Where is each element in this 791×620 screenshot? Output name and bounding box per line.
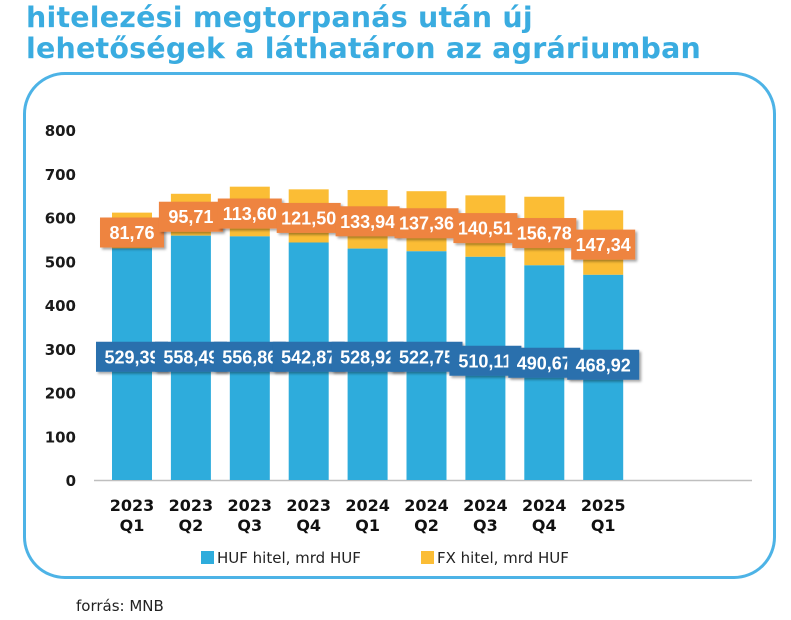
- fx-data-label-box: [571, 229, 636, 260]
- x-tick-label-year: 2024: [463, 496, 508, 515]
- x-tick-label-quarter: Q1: [355, 516, 380, 535]
- y-tick-label: 700: [45, 166, 76, 184]
- huf-data-label: 528,92: [340, 347, 395, 367]
- y-tick-label: 600: [45, 210, 76, 228]
- fx-data-label-box: [276, 202, 341, 233]
- fx-data-label: 147,34: [576, 235, 631, 255]
- huf-data-label: 522,75: [399, 347, 454, 367]
- y-tick-label: 100: [45, 428, 76, 446]
- fx-data-label: 95,71: [168, 207, 213, 227]
- x-tick-label-quarter: Q4: [532, 516, 557, 535]
- fx-data-label-box: [100, 217, 164, 248]
- x-tick-label-year: 2024: [345, 496, 390, 515]
- huf-data-label: 529,39: [104, 347, 159, 367]
- x-tick-label-year: 2023: [110, 496, 155, 515]
- fx-data-label: 140,51: [458, 219, 513, 239]
- fx-data-label: 81,76: [109, 223, 154, 243]
- x-tick-label-year: 2023: [286, 496, 331, 515]
- y-tick-label: 200: [45, 385, 76, 403]
- source-note: forrás: MNB: [76, 597, 164, 615]
- legend-label-fx: FX hitel, mrd HUF: [437, 549, 569, 567]
- x-tick-label-quarter: Q3: [237, 516, 262, 535]
- huf-data-label: 556,86: [222, 347, 277, 367]
- x-tick-label-quarter: Q1: [591, 516, 616, 535]
- x-tick-label-year: 2024: [522, 496, 567, 515]
- fx-data-label: 133,94: [340, 212, 395, 232]
- x-tick-label-quarter: Q2: [414, 516, 439, 535]
- huf-data-label-box: [567, 349, 640, 380]
- fx-data-label: 113,60: [223, 204, 277, 224]
- fx-data-label-box: [217, 198, 282, 229]
- title-line-1: hitelezési megtorpanás után új: [26, 1, 533, 34]
- chart-title: hitelezési megtorpanás után új lehetőség…: [26, 2, 786, 64]
- fx-data-label-box: [158, 201, 223, 232]
- y-tick-label: 0: [66, 472, 76, 490]
- x-tick-label-year: 2025: [581, 496, 626, 515]
- x-tick-label-quarter: Q3: [473, 516, 498, 535]
- fx-data-label: 121,50: [281, 208, 336, 228]
- legend-swatch-fx: [421, 551, 434, 564]
- huf-data-label: 558,49: [163, 347, 218, 367]
- y-tick-label: 300: [45, 341, 76, 359]
- huf-data-label: 490,67: [517, 353, 572, 373]
- y-tick-label: 800: [45, 122, 76, 140]
- fx-data-label: 156,78: [517, 224, 572, 244]
- x-tick-label-year: 2024: [404, 496, 449, 515]
- x-tick-label-year: 2023: [228, 496, 273, 515]
- legend-label-huf: HUF hitel, mrd HUF: [217, 549, 361, 567]
- title-line-2: lehetőségek a láthatáron az agráriumban: [26, 32, 702, 65]
- x-tick-label-quarter: Q4: [296, 516, 321, 535]
- legend-swatch-huf: [201, 551, 214, 564]
- x-tick-label-quarter: Q2: [179, 516, 204, 535]
- y-tick-label: 500: [45, 253, 76, 271]
- x-tick-label-quarter: Q1: [120, 516, 145, 535]
- x-tick-label-year: 2023: [169, 496, 214, 515]
- fx-data-label: 137,36: [399, 214, 454, 234]
- fx-data-label-box: [453, 213, 518, 244]
- fx-data-label-box: [512, 218, 577, 249]
- huf-data-label: 542,87: [281, 347, 336, 367]
- y-tick-label: 400: [45, 297, 76, 315]
- huf-data-label: 468,92: [576, 355, 631, 375]
- fx-data-label-box: [394, 208, 459, 239]
- huf-data-label: 510,11: [458, 351, 512, 371]
- fx-data-label-box: [335, 206, 400, 237]
